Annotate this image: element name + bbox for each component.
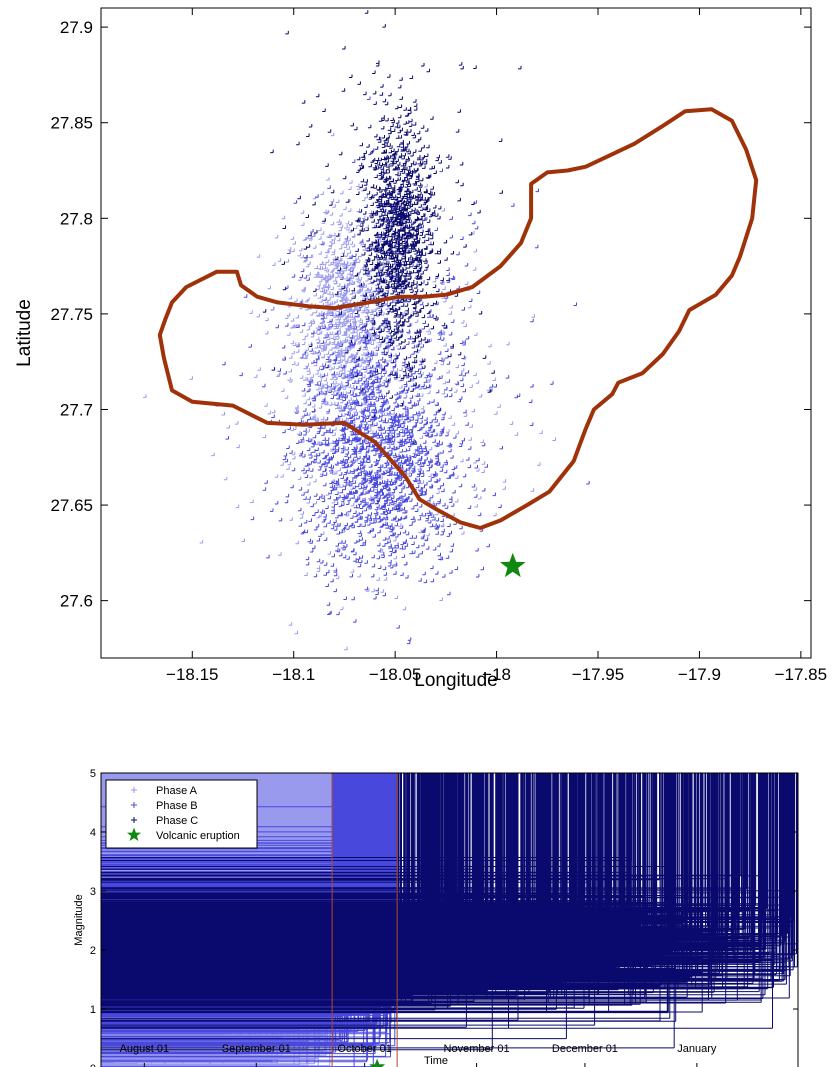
magnitude-eruption-layer — [369, 1058, 386, 1067]
map-x-tick-label: −18 — [482, 665, 511, 684]
magnitude-y-axis-label: Magnitude — [73, 894, 85, 945]
legend-entry-label: Volcanic eruption — [156, 830, 240, 842]
magnitude-y-tick-label: 4 — [90, 827, 96, 839]
legend-marker-plus — [131, 787, 137, 793]
magnitude-y-tick-label: 3 — [90, 886, 96, 898]
legend-marker-plus — [131, 802, 137, 808]
map-x-tick-label: −17.9 — [678, 665, 721, 684]
map-y-tick-label: 27.65 — [50, 496, 93, 515]
phase-boundary-lines — [331, 773, 398, 1067]
map-y-tick-label: 27.8 — [60, 209, 93, 228]
map-x-axis-label: Longitude — [414, 670, 497, 691]
map-x-tick-label: −17.95 — [572, 665, 624, 684]
map-axes-frame — [100, 7, 812, 659]
magnitude-x-tick-label: September 01 — [222, 1043, 291, 1055]
map-y-tick-label: 27.7 — [60, 400, 93, 419]
map-panel: −18.15 −18.1 −18.05 −18 −17.95 −17.9 −17.85 27… — [14, 7, 827, 691]
map-plot-area — [101, 8, 811, 658]
legend-entry-label: Phase C — [156, 815, 198, 827]
map-y-ticks: 27.6 27.65 27.7 27.75 27.8 27.85 27.9 — [50, 18, 811, 611]
legend-entry-label: Phase B — [156, 800, 198, 812]
map-eruption-layer — [500, 552, 526, 578]
map-series-phase-b — [222, 96, 590, 645]
magnitude-series-layer — [101, 773, 798, 1067]
map-x-ticks: −18.15 −18.1 −18.05 −18 −17.95 −17.9 −17.85 — [166, 8, 827, 684]
map-x-tick-label: −18.05 — [369, 665, 421, 684]
legend-marker-plus — [131, 817, 137, 823]
map-series-phase-c — [262, 10, 522, 510]
magnitude-y-tick-label: 0 — [90, 1063, 96, 1067]
magnitude-panel: August 01 September 01 October 01 November … — [73, 768, 799, 1067]
map-x-tick-label: −18.15 — [166, 665, 218, 684]
magnitude-x-tick-label: November 01 — [444, 1043, 510, 1055]
map-y-tick-label: 27.85 — [50, 114, 93, 133]
magnitude-y-ticks: 0 1 2 3 4 5 — [90, 768, 798, 1067]
magnitude-eruption-star — [369, 1058, 386, 1067]
magnitude-y-tick-label: 5 — [90, 768, 96, 780]
magnitude-x-axis-label: Time — [424, 1055, 448, 1067]
map-y-tick-label: 27.9 — [60, 18, 93, 37]
magnitude-x-tick-label: January — [677, 1043, 717, 1055]
magnitude-x-tick-label: October 01 — [337, 1043, 391, 1055]
magnitude-y-tick-label: 2 — [90, 945, 96, 957]
map-y-axis-label: Latitude — [14, 299, 35, 367]
map-boundary-layer — [157, 107, 759, 530]
legend-marker-star — [126, 827, 142, 842]
magnitude-series-phase-c — [101, 773, 798, 1051]
map-x-tick-label: −17.85 — [775, 665, 827, 684]
magnitude-axes-frame — [100, 772, 799, 1067]
magnitude-x-tick-label: December 01 — [552, 1043, 618, 1055]
legend: Phase A Phase B Phase C Volcanic eruption — [105, 779, 258, 849]
map-series-layer — [143, 10, 590, 651]
map-x-tick-label: −18.1 — [272, 665, 315, 684]
map-eruption-star — [500, 552, 526, 578]
legend-entry-label: Phase A — [156, 785, 198, 797]
magnitude-x-tick-label: August 01 — [120, 1043, 170, 1055]
rift-boundary-outline — [157, 107, 759, 530]
map-y-tick-label: 27.6 — [60, 592, 93, 611]
map-y-tick-label: 27.75 — [50, 305, 93, 324]
legend-entries: Phase A Phase B Phase C Volcanic eruption — [126, 785, 240, 842]
magnitude-y-tick-label: 1 — [90, 1004, 96, 1016]
magnitude-x-ticks: August 01 September 01 October 01 November … — [120, 1043, 717, 1067]
